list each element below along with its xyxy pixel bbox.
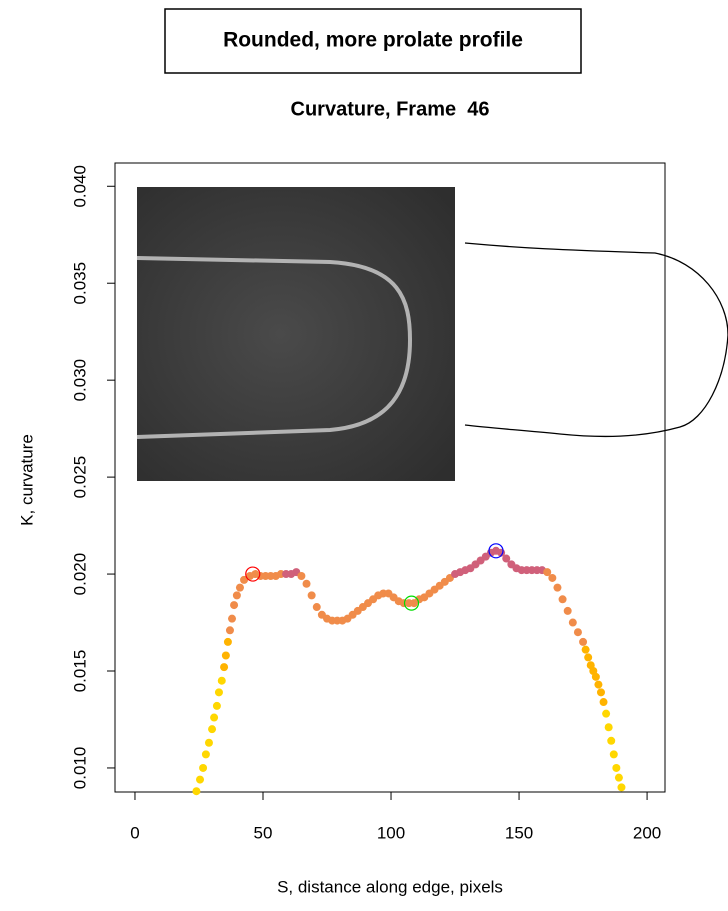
- point: [607, 737, 615, 745]
- point: [564, 607, 572, 615]
- y-tick-label: 0.040: [70, 165, 89, 208]
- y-tick-label: 0.035: [70, 262, 89, 305]
- point: [553, 584, 561, 592]
- x-tick-label: 200: [633, 823, 661, 842]
- point: [600, 698, 608, 706]
- point: [222, 651, 230, 659]
- point: [226, 626, 234, 634]
- point: [199, 764, 207, 772]
- point: [233, 591, 241, 599]
- point: [594, 681, 602, 689]
- y-tick-label: 0.010: [70, 747, 89, 790]
- point: [236, 584, 244, 592]
- point: [230, 601, 238, 609]
- chart: Rounded, more prolate profile Curvature,…: [0, 0, 728, 906]
- point: [559, 595, 567, 603]
- x-tick-label: 150: [505, 823, 533, 842]
- page: Rounded, more prolate profile Curvature,…: [0, 0, 728, 911]
- y-axis-label: K, curvature: [17, 434, 36, 526]
- point: [615, 774, 623, 782]
- point: [579, 638, 587, 646]
- point: [297, 572, 305, 580]
- point: [612, 764, 620, 772]
- point: [213, 702, 221, 710]
- point: [597, 688, 605, 696]
- point: [215, 688, 223, 696]
- x-axis-label: S, distance along edge, pixels: [277, 877, 503, 896]
- y-tick-label: 0.020: [70, 553, 89, 596]
- y-tick-label: 0.025: [70, 456, 89, 499]
- point: [220, 663, 228, 671]
- y-tick-label: 0.015: [70, 650, 89, 693]
- point: [192, 787, 200, 795]
- point: [584, 653, 592, 661]
- point: [569, 619, 577, 627]
- x-tick-label: 50: [254, 823, 273, 842]
- cell-outline: [465, 243, 728, 436]
- chart-title: Curvature, Frame 46: [291, 98, 490, 120]
- point: [208, 725, 216, 733]
- point: [582, 646, 590, 654]
- point: [303, 580, 311, 588]
- point: [218, 677, 226, 685]
- header-title: Rounded, more prolate profile: [223, 29, 523, 52]
- point: [224, 638, 232, 646]
- y-tick-label: 0.030: [70, 359, 89, 402]
- point: [605, 723, 613, 731]
- point: [228, 615, 236, 623]
- point: [308, 591, 316, 599]
- point: [548, 574, 556, 582]
- point: [592, 673, 600, 681]
- x-tick-label: 0: [130, 823, 139, 842]
- point: [602, 710, 610, 718]
- x-tick-label: 100: [377, 823, 405, 842]
- inset-image: [137, 187, 455, 481]
- point: [202, 750, 210, 758]
- point: [313, 603, 321, 611]
- point: [610, 750, 618, 758]
- point: [574, 628, 582, 636]
- point: [196, 776, 204, 784]
- point: [205, 739, 213, 747]
- point: [210, 714, 218, 722]
- point: [617, 783, 625, 791]
